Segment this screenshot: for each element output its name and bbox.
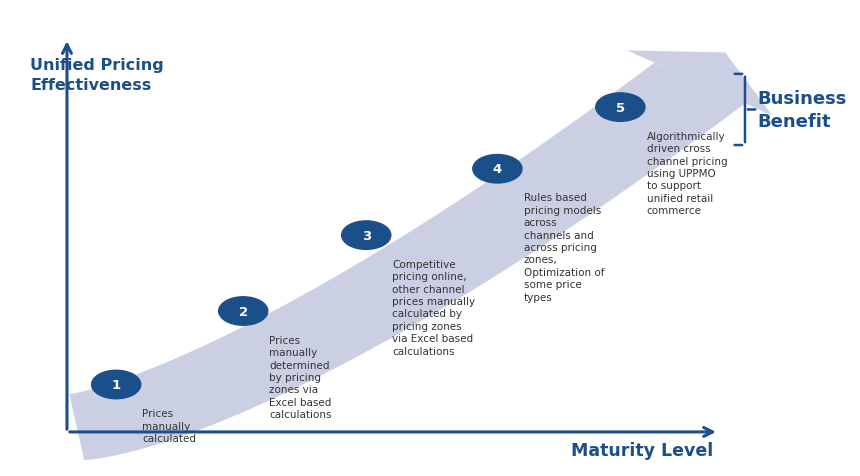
Text: 3: 3 [361, 229, 371, 242]
Circle shape [341, 221, 390, 250]
Text: 1: 1 [112, 378, 120, 391]
Text: Rules based
pricing models
across
channels and
across pricing
zones,
Optimizatio: Rules based pricing models across channe… [524, 193, 604, 302]
Polygon shape [70, 64, 746, 460]
Text: Algorithmically
driven cross
channel pricing
using UPPMO
to support
unified reta: Algorithmically driven cross channel pri… [647, 131, 728, 216]
Text: Competitive
pricing online,
other channel
prices manually
calculated by
pricing : Competitive pricing online, other channe… [392, 259, 476, 356]
Text: Maturity Level: Maturity Level [571, 441, 714, 459]
Text: Unified Pricing
Effectiveness: Unified Pricing Effectiveness [30, 58, 164, 93]
Text: Business
Benefit: Business Benefit [758, 89, 846, 131]
Text: 2: 2 [239, 305, 248, 318]
Text: Prices
manually
determined
by pricing
zones via
Excel based
calculations: Prices manually determined by pricing zo… [269, 335, 332, 419]
Circle shape [473, 155, 522, 184]
Text: 5: 5 [616, 101, 625, 114]
Text: 4: 4 [493, 163, 502, 176]
Text: Prices
manually
calculated: Prices manually calculated [143, 408, 196, 443]
Circle shape [91, 370, 141, 399]
Circle shape [218, 297, 267, 326]
Polygon shape [627, 51, 772, 116]
Circle shape [596, 94, 645, 122]
